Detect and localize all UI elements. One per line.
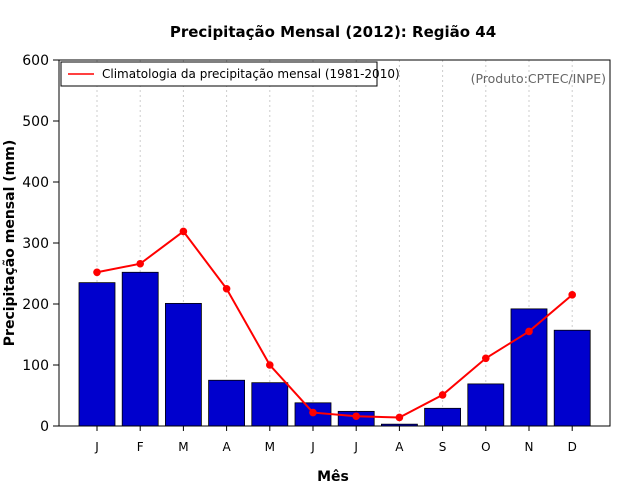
- xtick-label-3: A: [222, 440, 231, 454]
- ytick-label-0: 0: [40, 419, 49, 435]
- xtick-label-7: A: [395, 440, 404, 454]
- bar-j-0: [78, 282, 116, 427]
- climatology-line-group: [93, 227, 576, 422]
- bar-d-11: [553, 329, 591, 427]
- climatology-point-5: [309, 408, 317, 417]
- xtick-label-0: J: [94, 440, 99, 454]
- bars-group: [78, 271, 591, 427]
- legend: Climatologia da precipitação mensal (198…: [60, 61, 400, 87]
- climatology-point-4: [266, 361, 274, 369]
- ytick-label-200: 200: [22, 297, 49, 313]
- xtick-label-8: S: [439, 440, 447, 454]
- xtick-label-11: D: [568, 440, 577, 454]
- xtick-label-5: J: [310, 440, 315, 454]
- xtick-label-10: N: [525, 440, 534, 454]
- ytick-label-500: 500: [22, 114, 49, 130]
- bar-f-1: [121, 271, 159, 427]
- climatology-point-11: [568, 291, 576, 299]
- product-credit: (Produto:CPTEC/INPE): [471, 71, 606, 86]
- ytick-label-300: 300: [22, 236, 49, 252]
- legend-entry-climatology: Climatologia da precipitação mensal (198…: [102, 67, 400, 81]
- xtick-label-9: O: [481, 440, 490, 454]
- climatology-point-6: [352, 412, 361, 421]
- ytick-label-600: 600: [22, 53, 49, 69]
- chart-title: Precipitação Mensal (2012): Região 44: [170, 23, 496, 41]
- climatology-point-1: [136, 259, 144, 268]
- ytick-label-100: 100: [22, 358, 49, 374]
- climatology-point-8: [438, 391, 447, 399]
- xtick-label-4: M: [265, 440, 275, 454]
- climatology-point-0: [93, 268, 101, 277]
- y-axis-label: Precipitação mensal (mm): [2, 140, 18, 346]
- climatology-point-3: [222, 284, 231, 293]
- climatology-point-9: [482, 354, 490, 363]
- bar-o-9: [467, 383, 505, 427]
- bar-m-2: [164, 302, 202, 427]
- bar-m-4: [251, 382, 289, 427]
- bar-s-8: [424, 407, 462, 427]
- x-axis-label: Mês: [317, 469, 349, 485]
- climatology-point-2: [179, 227, 188, 236]
- xtick-label-1: F: [137, 440, 144, 454]
- y-axis: 0 100 200 300 400 500 600: [22, 53, 59, 435]
- legend-box: [60, 61, 378, 87]
- climatology-point-10: [525, 327, 533, 336]
- ytick-label-400: 400: [22, 175, 49, 191]
- xtick-label-2: M: [178, 440, 188, 454]
- bar-n-10: [510, 308, 548, 427]
- xtick-label-6: J: [353, 440, 358, 454]
- climatology-point-7: [395, 413, 404, 422]
- bar-a-3: [208, 379, 246, 427]
- climatology-line: [96, 230, 573, 419]
